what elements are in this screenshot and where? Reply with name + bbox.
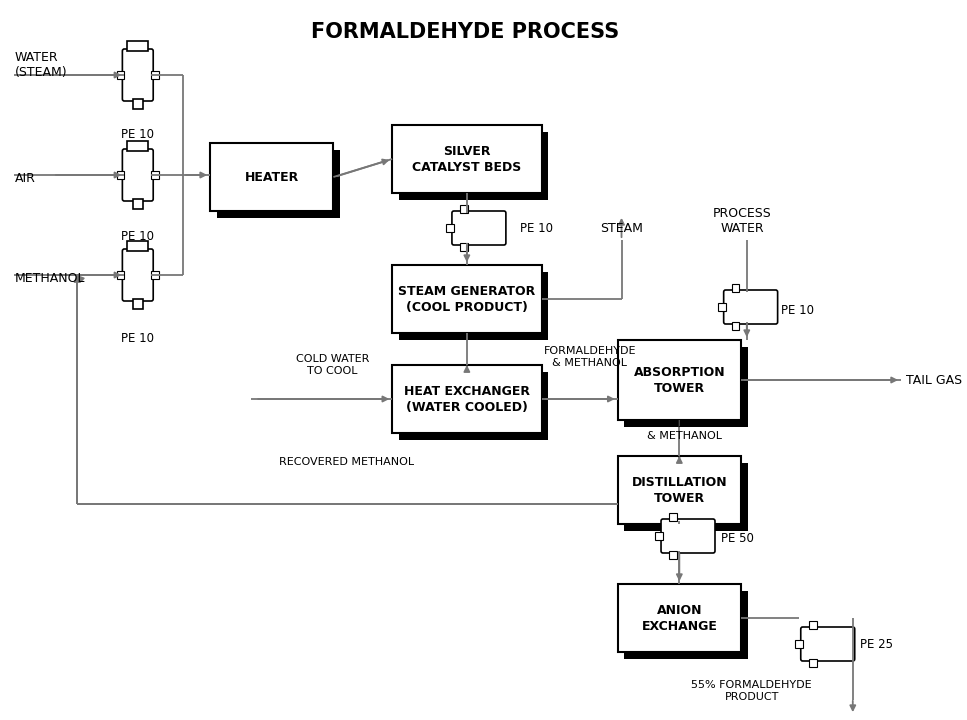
Bar bbox=[669, 513, 677, 521]
Text: FORMALDEHYDE
& METHANOL: FORMALDEHYDE & METHANOL bbox=[638, 419, 730, 441]
Bar bbox=[399, 372, 548, 440]
Bar bbox=[732, 322, 740, 330]
Bar bbox=[669, 551, 677, 559]
Bar bbox=[128, 241, 148, 251]
Bar bbox=[446, 224, 454, 232]
Bar bbox=[117, 271, 125, 279]
FancyBboxPatch shape bbox=[801, 627, 855, 661]
Text: HEAT EXCHANGER
(WATER COOLED): HEAT EXCHANGER (WATER COOLED) bbox=[404, 384, 530, 413]
Text: 55% FORMALDEHYDE
PRODUCT: 55% FORMALDEHYDE PRODUCT bbox=[691, 680, 812, 701]
Text: PE 10: PE 10 bbox=[520, 222, 553, 235]
Bar bbox=[128, 41, 148, 51]
Text: PE 10: PE 10 bbox=[121, 128, 155, 141]
Bar bbox=[210, 143, 334, 211]
FancyBboxPatch shape bbox=[723, 290, 777, 324]
FancyBboxPatch shape bbox=[123, 249, 153, 301]
Text: TAIL GAS: TAIL GAS bbox=[906, 374, 962, 387]
Bar bbox=[133, 199, 142, 209]
Bar bbox=[732, 284, 740, 292]
Text: WATER
(STEAM): WATER (STEAM) bbox=[15, 51, 67, 79]
Text: COLD WATER
TO COOL: COLD WATER TO COOL bbox=[296, 354, 369, 376]
Text: AIR: AIR bbox=[15, 171, 36, 184]
Text: FORMALDEHYDE
& METHANOL: FORMALDEHYDE & METHANOL bbox=[543, 346, 636, 368]
Text: PROCESS
WATER: PROCESS WATER bbox=[713, 207, 772, 235]
Bar bbox=[151, 71, 159, 79]
Bar bbox=[133, 99, 142, 109]
Bar bbox=[625, 347, 747, 427]
Bar bbox=[393, 365, 542, 433]
Bar bbox=[618, 340, 741, 420]
Bar bbox=[460, 243, 468, 251]
Bar bbox=[128, 141, 148, 151]
Text: PE 10: PE 10 bbox=[121, 230, 155, 243]
Text: STEAM: STEAM bbox=[601, 222, 643, 235]
Text: PE 50: PE 50 bbox=[720, 531, 753, 544]
Text: DISTILLATION
TOWER: DISTILLATION TOWER bbox=[631, 475, 727, 505]
Text: METHANOL: METHANOL bbox=[15, 271, 85, 284]
FancyBboxPatch shape bbox=[123, 49, 153, 101]
Bar bbox=[808, 659, 816, 667]
Bar bbox=[618, 584, 741, 652]
FancyBboxPatch shape bbox=[452, 211, 506, 245]
Bar bbox=[399, 132, 548, 200]
Bar bbox=[618, 456, 741, 524]
Text: HEATER: HEATER bbox=[245, 171, 299, 184]
Bar bbox=[151, 171, 159, 179]
Text: PE 10: PE 10 bbox=[121, 332, 155, 345]
Bar bbox=[399, 272, 548, 340]
FancyBboxPatch shape bbox=[123, 149, 153, 201]
Text: STEAM GENERATOR
(COOL PRODUCT): STEAM GENERATOR (COOL PRODUCT) bbox=[398, 284, 536, 313]
Bar bbox=[117, 171, 125, 179]
Bar bbox=[460, 205, 468, 213]
Bar bbox=[117, 71, 125, 79]
Bar bbox=[151, 271, 159, 279]
Bar bbox=[393, 265, 542, 333]
Bar bbox=[718, 303, 725, 311]
Bar bbox=[133, 299, 142, 309]
Bar bbox=[217, 150, 340, 218]
Bar bbox=[656, 532, 663, 540]
Bar bbox=[393, 125, 542, 193]
Bar bbox=[808, 621, 816, 629]
Bar bbox=[795, 640, 803, 648]
Text: ABSORPTION
TOWER: ABSORPTION TOWER bbox=[633, 366, 725, 395]
Text: PE 25: PE 25 bbox=[861, 637, 894, 650]
Text: RECOVERED METHANOL: RECOVERED METHANOL bbox=[279, 457, 415, 467]
Text: SILVER
CATALYST BEDS: SILVER CATALYST BEDS bbox=[412, 145, 521, 174]
Text: PE 10: PE 10 bbox=[780, 304, 813, 317]
Bar bbox=[625, 591, 747, 659]
Text: ANION
EXCHANGE: ANION EXCHANGE bbox=[641, 603, 718, 632]
Text: FORMALDEHYDE PROCESS: FORMALDEHYDE PROCESS bbox=[311, 22, 620, 42]
FancyBboxPatch shape bbox=[661, 519, 715, 553]
Bar bbox=[625, 463, 747, 531]
